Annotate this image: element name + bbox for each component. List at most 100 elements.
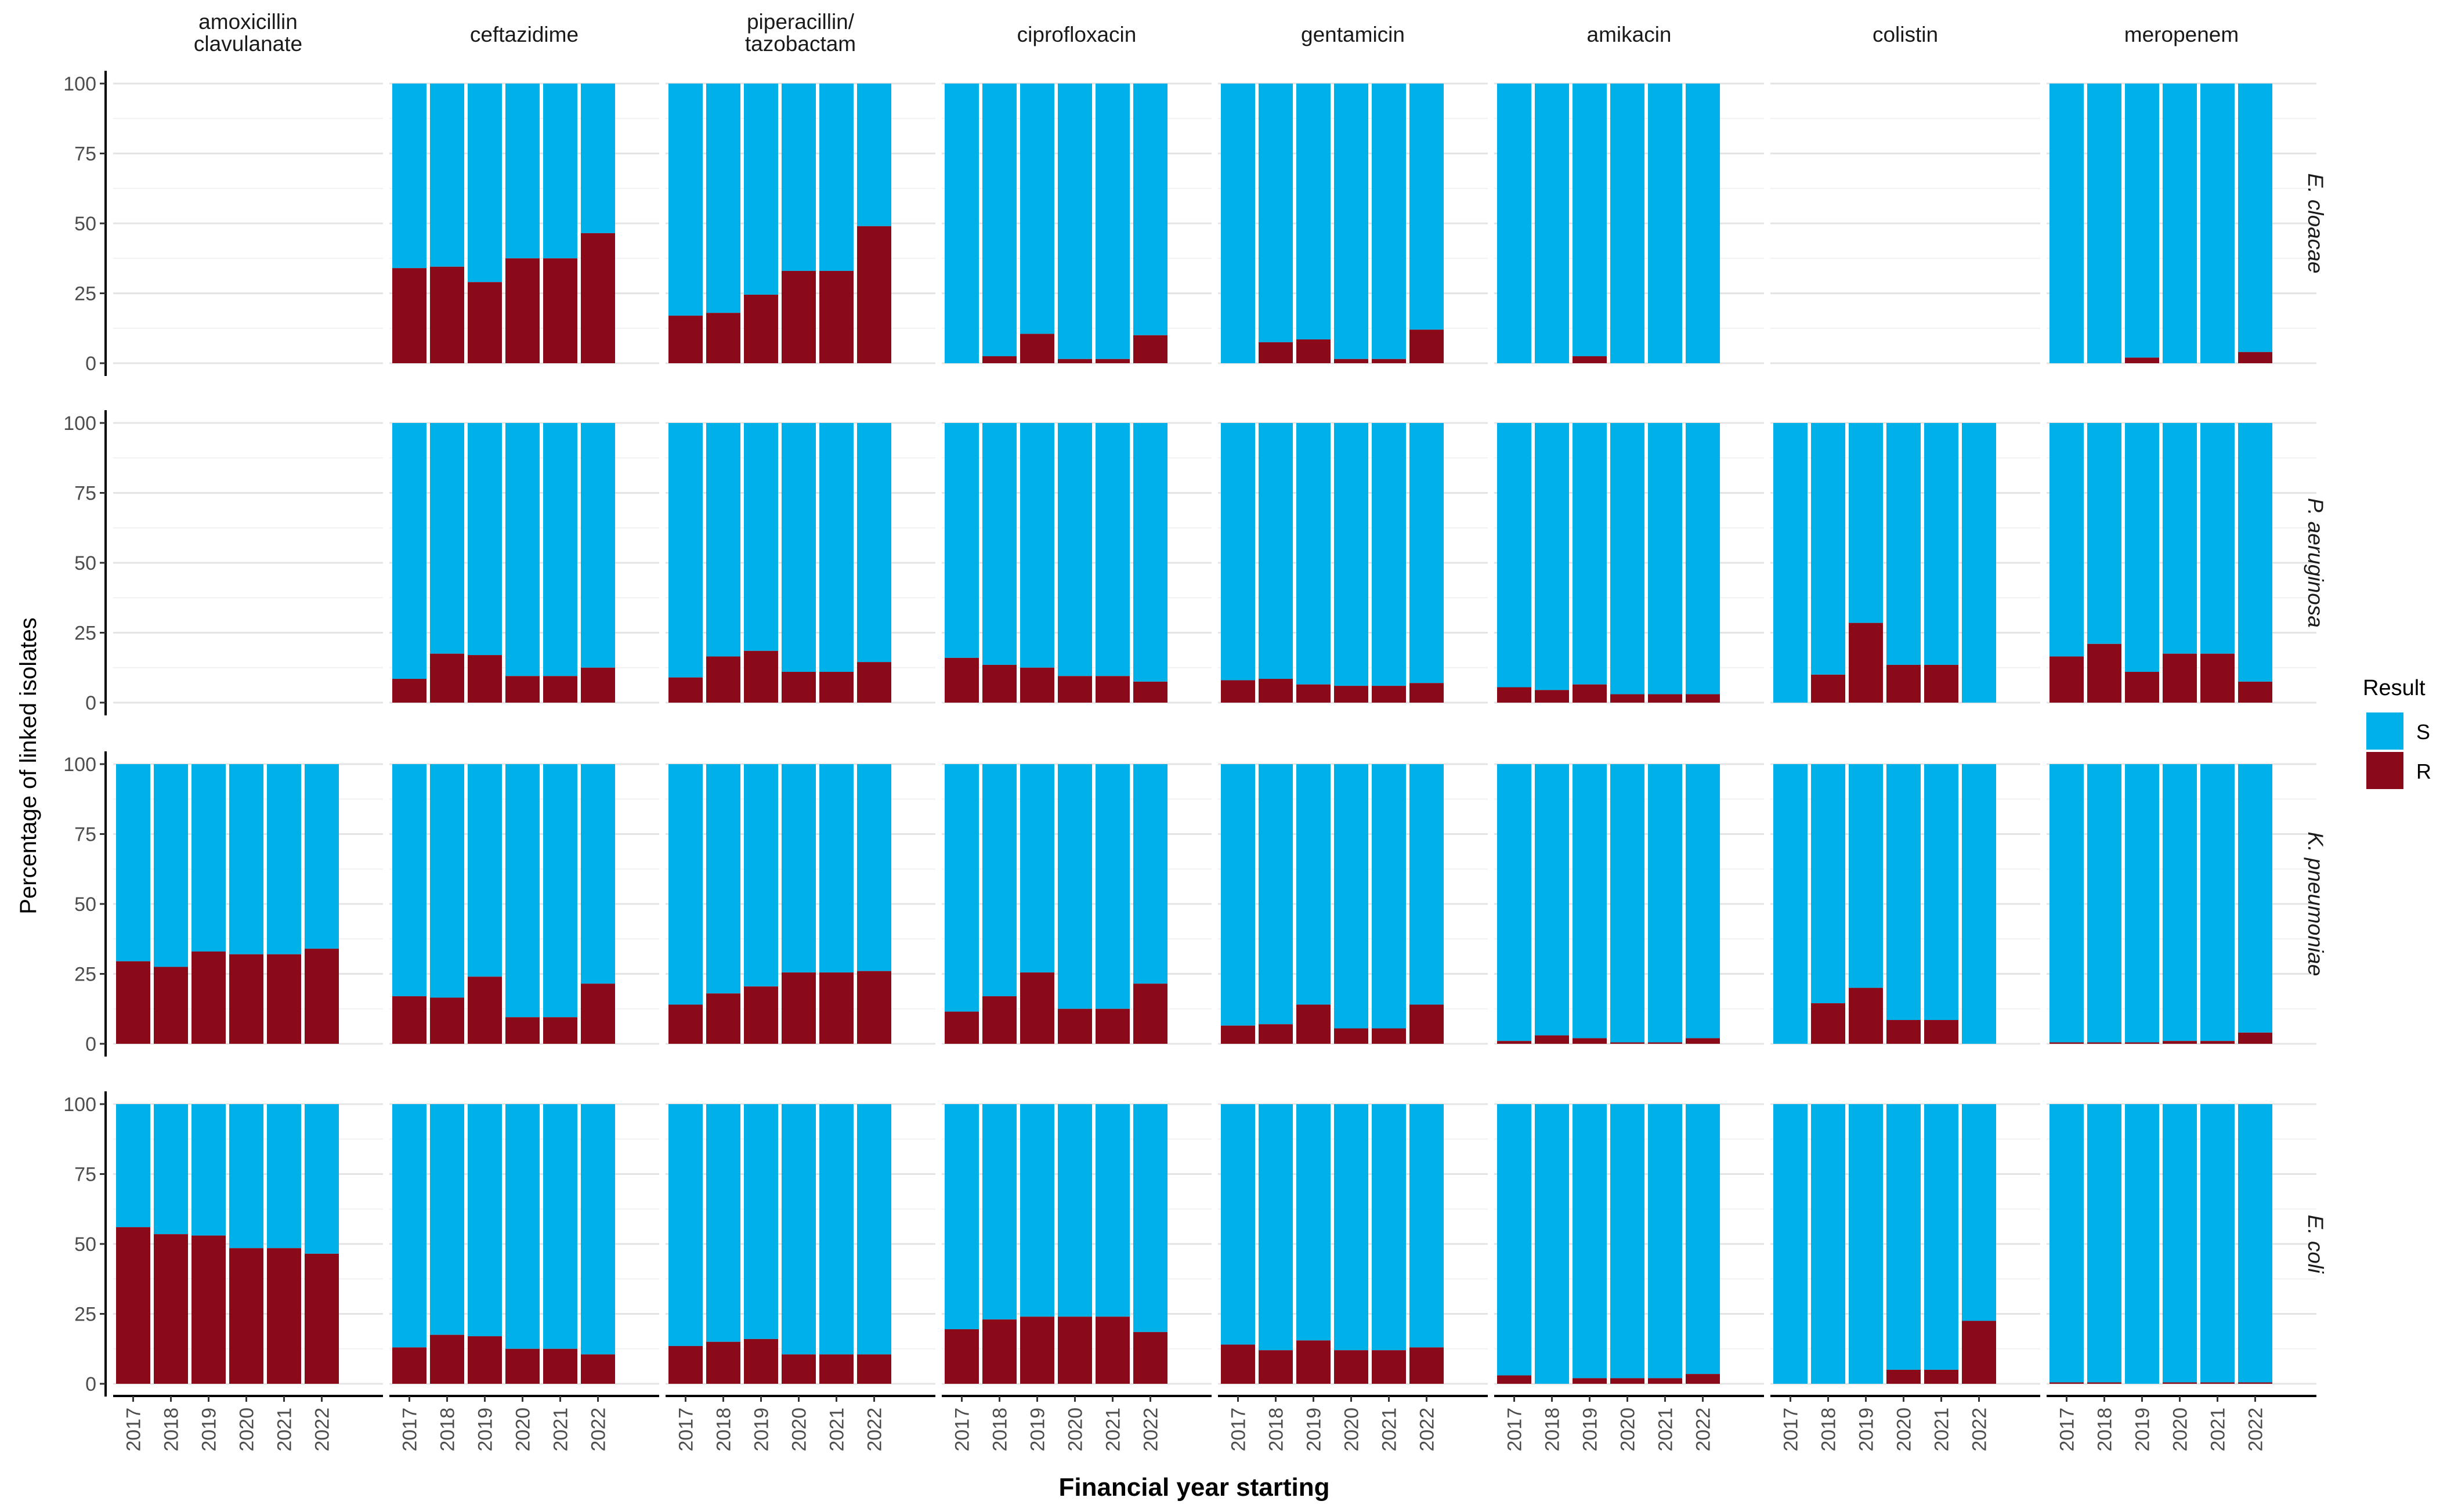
row-label-k-pneumoniae: K. pneumoniae	[2304, 832, 2327, 976]
bar-s-e-coli-piperacillin-tazobactam-2019	[744, 1104, 778, 1339]
bar-r-p-aeruginosa-ciprofloxacin-2021	[1096, 676, 1130, 703]
bar-s-e-coli-colistin-2017	[1773, 1104, 1808, 1384]
bar-s-e-cloacae-ciprofloxacin-2019	[1020, 84, 1054, 334]
bar-s-e-coli-ceftazidime-2019	[468, 1104, 502, 1337]
bar-r-e-cloacae-ceftazidime-2019	[468, 282, 502, 363]
bar-s-p-aeruginosa-amikacin-2022	[1686, 423, 1720, 694]
bar-r-p-aeruginosa-piperacillin-tazobactam-2019	[744, 650, 778, 703]
bar-s-e-coli-amikacin-2021	[1648, 1104, 1682, 1379]
bar-s-k-pneumoniae-amikacin-2017	[1497, 764, 1531, 1041]
bar-s-e-cloacae-amikacin-2020	[1610, 84, 1644, 363]
bar-s-k-pneumoniae-ciprofloxacin-2017	[945, 764, 979, 1012]
bar-r-k-pneumoniae-amoxicillin-clavulanate-2022	[305, 949, 339, 1044]
y-tick-label-25: 25	[74, 1304, 96, 1326]
bar-s-k-pneumoniae-amikacin-2018	[1535, 764, 1569, 1036]
bar-r-e-coli-colistin-2022	[1962, 1321, 1996, 1384]
bar-r-k-pneumoniae-meropenem-2021	[2200, 1041, 2235, 1044]
bar-s-p-aeruginosa-ceftazidime-2019	[468, 423, 502, 656]
x-tick-label-2019: 2019	[475, 1408, 497, 1452]
bar-s-e-coli-meropenem-2021	[2200, 1104, 2235, 1383]
row-label-e-cloacae: E. cloacae	[2304, 173, 2327, 274]
bar-s-p-aeruginosa-gentamicin-2022	[1409, 423, 1444, 683]
bar-s-e-coli-colistin-2018	[1811, 1104, 1845, 1384]
bar-r-e-coli-ciprofloxacin-2018	[982, 1319, 1017, 1384]
x-tick-label-2018: 2018	[161, 1408, 183, 1452]
bar-s-e-cloacae-piperacillin-tazobactam-2020	[782, 84, 816, 271]
bar-s-k-pneumoniae-gentamicin-2019	[1296, 764, 1331, 1005]
bar-r-e-coli-amikacin-2021	[1648, 1378, 1682, 1384]
x-tick-label-2022: 2022	[864, 1408, 886, 1452]
bar-r-k-pneumoniae-ciprofloxacin-2017	[945, 1011, 979, 1044]
bar-r-p-aeruginosa-colistin-2019	[1849, 623, 1883, 703]
bar-r-p-aeruginosa-amikacin-2020	[1610, 694, 1644, 703]
x-tick-label-2018: 2018	[713, 1408, 735, 1452]
y-tick-label-25: 25	[74, 964, 96, 986]
bar-s-k-pneumoniae-colistin-2017	[1773, 764, 1808, 1044]
legend-label-s: S	[2416, 720, 2430, 744]
bar-r-e-cloacae-piperacillin-tazobactam-2020	[782, 270, 816, 363]
bar-r-e-cloacae-gentamicin-2020	[1334, 359, 1368, 363]
bar-s-e-coli-gentamicin-2018	[1259, 1104, 1293, 1351]
bar-s-e-coli-colistin-2019	[1849, 1104, 1883, 1384]
bar-r-p-aeruginosa-ceftazidime-2018	[430, 653, 464, 703]
bar-s-k-pneumoniae-ceftazidime-2022	[581, 764, 615, 984]
bar-r-e-coli-ciprofloxacin-2020	[1058, 1316, 1092, 1384]
bar-s-e-coli-amoxicillin-clavulanate-2022	[305, 1104, 339, 1254]
bar-r-k-pneumoniae-ceftazidime-2017	[392, 996, 426, 1044]
bar-s-e-coli-ceftazidime-2018	[430, 1104, 464, 1335]
x-tick-label-2018: 2018	[1818, 1408, 1840, 1452]
bar-r-e-coli-meropenem-2021	[2200, 1382, 2235, 1384]
bar-s-e-cloacae-ceftazidime-2018	[430, 84, 464, 267]
y-tick-label-75: 75	[74, 483, 96, 505]
bar-s-e-cloacae-ciprofloxacin-2017	[945, 84, 979, 363]
bar-r-e-coli-ciprofloxacin-2022	[1133, 1332, 1167, 1384]
bar-r-k-pneumoniae-meropenem-2022	[2238, 1032, 2272, 1044]
bar-s-k-pneumoniae-amikacin-2020	[1610, 764, 1644, 1043]
bar-s-k-pneumoniae-ceftazidime-2019	[468, 764, 502, 977]
bar-r-e-coli-ciprofloxacin-2017	[945, 1329, 979, 1384]
bar-s-p-aeruginosa-ciprofloxacin-2022	[1133, 423, 1167, 682]
bar-s-p-aeruginosa-ceftazidime-2020	[505, 423, 540, 677]
bar-r-k-pneumoniae-gentamicin-2017	[1221, 1025, 1255, 1044]
bar-r-k-pneumoniae-amoxicillin-clavulanate-2020	[229, 954, 263, 1044]
bar-s-e-coli-meropenem-2020	[2163, 1104, 2197, 1383]
bar-s-e-coli-gentamicin-2022	[1409, 1104, 1444, 1348]
legend: Result S R	[2363, 676, 2431, 789]
x-tick-label-2019: 2019	[2132, 1408, 2154, 1452]
bar-r-e-coli-gentamicin-2022	[1409, 1347, 1444, 1384]
bar-s-e-coli-colistin-2020	[1886, 1104, 1921, 1370]
bar-s-k-pneumoniae-amikacin-2022	[1686, 764, 1720, 1039]
bar-r-e-coli-ceftazidime-2022	[581, 1354, 615, 1384]
x-tick-label-2017: 2017	[123, 1408, 145, 1452]
bar-r-e-cloacae-ceftazidime-2022	[581, 233, 615, 363]
x-tick-label-2019: 2019	[1856, 1408, 1878, 1452]
bar-r-e-coli-amikacin-2019	[1573, 1378, 1607, 1384]
bar-s-e-coli-gentamicin-2020	[1334, 1104, 1368, 1351]
bar-r-p-aeruginosa-ceftazidime-2021	[543, 676, 577, 703]
bar-r-k-pneumoniae-amoxicillin-clavulanate-2021	[267, 954, 301, 1044]
bar-s-e-coli-ciprofloxacin-2022	[1133, 1104, 1167, 1332]
bar-s-e-coli-ciprofloxacin-2021	[1096, 1104, 1130, 1317]
bar-r-k-pneumoniae-amikacin-2021	[1648, 1042, 1682, 1044]
bar-r-e-cloacae-piperacillin-tazobactam-2017	[668, 316, 703, 363]
x-tick-label-2020: 2020	[1893, 1408, 1915, 1452]
bar-r-e-cloacae-ciprofloxacin-2021	[1096, 359, 1130, 363]
bar-r-k-pneumoniae-ceftazidime-2019	[468, 976, 502, 1044]
bar-s-p-aeruginosa-amikacin-2018	[1535, 423, 1569, 690]
y-tick-label-0: 0	[85, 1033, 96, 1055]
bar-s-k-pneumoniae-ceftazidime-2020	[505, 764, 540, 1018]
facet-label-ceftazidime: ceftazidime	[470, 23, 579, 46]
x-tick-label-2019: 2019	[1579, 1408, 1602, 1452]
bar-s-p-aeruginosa-ciprofloxacin-2020	[1058, 423, 1092, 677]
bar-s-k-pneumoniae-piperacillin-tazobactam-2022	[857, 764, 891, 971]
bar-s-e-coli-ceftazidime-2022	[581, 1104, 615, 1355]
bar-s-k-pneumoniae-gentamicin-2020	[1334, 764, 1368, 1029]
bar-r-e-coli-amoxicillin-clavulanate-2021	[267, 1248, 301, 1384]
bar-s-e-cloacae-ciprofloxacin-2020	[1058, 84, 1092, 359]
bar-r-k-pneumoniae-meropenem-2020	[2163, 1041, 2197, 1044]
bar-r-p-aeruginosa-amikacin-2017	[1497, 687, 1531, 703]
bar-r-k-pneumoniae-colistin-2019	[1849, 987, 1883, 1044]
bar-r-e-coli-amikacin-2020	[1610, 1378, 1644, 1384]
bar-s-e-cloacae-piperacillin-tazobactam-2017	[668, 84, 703, 316]
x-tick-label-2017: 2017	[1228, 1408, 1250, 1452]
